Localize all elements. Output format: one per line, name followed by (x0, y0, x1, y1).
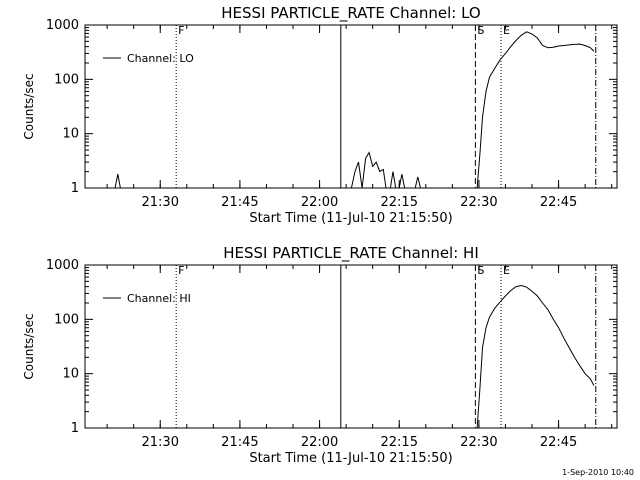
series-line (476, 31, 595, 189)
event-marker-label: F (178, 264, 184, 277)
event-marker-label: F (178, 24, 184, 37)
y-tick-label: 1 (71, 421, 79, 436)
x-tick-label: 21:45 (221, 435, 258, 450)
x-tick-label: 22:00 (301, 435, 338, 450)
x-tick-label: 22:30 (460, 435, 497, 450)
plot-frame (84, 24, 618, 189)
series-line (389, 171, 397, 189)
x-tick-label: 21:30 (142, 195, 179, 210)
x-tick-label: 21:45 (221, 195, 258, 210)
event-marker-label: E (503, 264, 510, 277)
x-tick-label: 22:30 (460, 195, 497, 210)
x-tick-label: 22:15 (381, 435, 418, 450)
chart-title: HESSI PARTICLE_RATE Channel: HI (223, 244, 479, 263)
y-tick-label: 10 (62, 367, 79, 382)
x-tick-label: 22:45 (540, 195, 577, 210)
event-marker-label: E (503, 24, 510, 37)
x-tick-label: 22:45 (540, 435, 577, 450)
series-line (414, 176, 421, 189)
series-line (350, 151, 387, 189)
plot-frame (84, 264, 618, 429)
series-line (398, 174, 406, 189)
footer-timestamp: 1-Sep-2010 10:40 (562, 468, 634, 477)
chart-title: HESSI PARTICLE_RATE Channel: LO (221, 4, 480, 23)
y-tick-label: 1000 (46, 258, 79, 273)
x-axis-label: Start Time (11-Jul-10 21:15:50) (249, 211, 452, 226)
legend-entry: Channel: LO (127, 52, 194, 65)
y-axis-label: Counts/sec (22, 313, 36, 379)
y-tick-label: 1000 (46, 18, 79, 33)
event-marker-label: S (477, 24, 484, 37)
legend-entry: Channel: HI (127, 292, 191, 305)
series-line (114, 174, 121, 189)
series-line (476, 284, 595, 429)
y-axis-label: Counts/sec (22, 73, 36, 139)
chart-lo-channel: HESSI PARTICLE_RATE Channel: LO Counts/se… (22, 4, 618, 226)
x-axis-label: Start Time (11-Jul-10 21:15:50) (249, 451, 452, 466)
x-tick-label: 21:30 (142, 435, 179, 450)
chart-hi-channel: HESSI PARTICLE_RATE Channel: HI Counts/se… (22, 244, 618, 466)
event-marker-label: S (477, 264, 484, 277)
y-tick-label: 1 (71, 181, 79, 196)
x-tick-label: 22:00 (301, 195, 338, 210)
y-tick-label: 100 (54, 312, 79, 327)
y-tick-label: 100 (54, 72, 79, 87)
y-tick-label: 10 (62, 127, 79, 142)
x-tick-label: 22:15 (381, 195, 418, 210)
